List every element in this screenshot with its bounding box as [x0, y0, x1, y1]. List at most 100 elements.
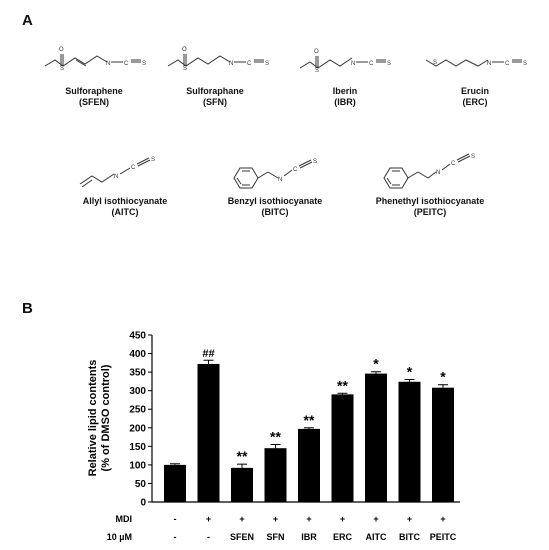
sulforaphane-structure: O S N C S: [167, 47, 269, 72]
molecule-sulforaphene: O S N C S Sulforaphene (SFEN): [34, 40, 154, 108]
molecule-erucin: S N C S Erucin (ERC): [415, 40, 535, 108]
svg-text:S: S: [315, 68, 319, 74]
significance-marker: **: [237, 448, 248, 464]
significance-marker: *: [407, 364, 413, 380]
y-tick-label: 350: [129, 368, 146, 379]
significance-marker: ##: [202, 348, 214, 360]
erucin-structure: S N C S: [425, 59, 527, 67]
molecule-allyl-isothiocyanate: N C S Allyl isothiocyanate (AITC): [60, 150, 190, 218]
row-label-mdi: MDI: [116, 514, 133, 524]
svg-text:S: S: [433, 60, 437, 66]
molecule-sulforaphane: O S N C S Sulforaphane (SFN): [155, 40, 275, 108]
svg-text:S: S: [142, 61, 146, 67]
compound-name: Sulforaphane: [186, 86, 244, 96]
panel-b-label: B: [22, 300, 33, 317]
compound-name: Erucin: [460, 86, 489, 96]
bar-aitc: [365, 373, 387, 502]
y-tick-label: 200: [129, 423, 146, 434]
svg-text:C: C: [293, 167, 298, 173]
svg-text:C: C: [451, 161, 456, 167]
mdi-sign: +: [306, 514, 311, 524]
compound-name: Benzyl isothiocyanate: [227, 196, 323, 206]
treatment-label: SFN: [267, 532, 285, 542]
significance-marker: **: [304, 412, 315, 428]
mdi-sign: +: [407, 514, 412, 524]
compound-abbr: (BITC): [261, 207, 289, 217]
mdi-sign: +: [440, 514, 445, 524]
compound-abbr: (IBR): [334, 97, 356, 107]
treatment-label: -: [207, 532, 210, 542]
svg-text:C: C: [369, 61, 374, 67]
svg-text:S: S: [151, 157, 155, 163]
svg-text:N: N: [114, 174, 118, 180]
bars: ##********* * *: [164, 348, 454, 502]
bar-peitc: [432, 387, 454, 502]
bar-mdi-only: [197, 363, 220, 502]
svg-text:N: N: [106, 61, 110, 67]
svg-text:C: C: [505, 61, 510, 67]
panel-a-label: A: [22, 12, 33, 29]
svg-text:C: C: [131, 165, 136, 171]
svg-text:C: C: [247, 61, 252, 67]
mdi-sign: +: [273, 514, 278, 524]
y-tick-label: 400: [129, 349, 146, 360]
bar-ibr: [298, 428, 320, 502]
x-labels: - - + - + SFEN + SFN + IBR + ERC + AITC + BITC + PEITC MDI…: [107, 514, 457, 542]
svg-text:N: N: [487, 61, 491, 67]
mdi-sign: -: [174, 514, 177, 524]
svg-text:O: O: [59, 47, 64, 53]
molecule-iberin: O S N C S Iberin (IBR): [285, 40, 405, 108]
svg-text:S: S: [265, 61, 269, 67]
compound-name: Allyl isothiocyanate: [82, 196, 168, 206]
bar-control: [164, 464, 186, 502]
significance-marker: **: [337, 377, 348, 393]
y-axis-label-line2: (% of DMSO control): [100, 364, 112, 471]
svg-text:S: S: [471, 154, 475, 160]
y-axis-label-line1: Relative lipid contents: [87, 360, 99, 477]
treatment-label: SFEN: [230, 532, 254, 542]
svg-text:S: S: [60, 66, 64, 72]
y-tick-label: 300: [129, 386, 146, 397]
bar-sfen: [231, 467, 253, 502]
molecule-phenethyl-isothiocyanate: N C S Phenethyl isothiocyanate (PEITC): [360, 150, 500, 218]
y-tick-label: 100: [129, 460, 146, 471]
significance-marker: *: [440, 369, 446, 385]
svg-text:N: N: [436, 170, 440, 176]
treatment-label: -: [174, 532, 177, 542]
svg-text:N: N: [278, 177, 282, 183]
molecule-benzyl-isothiocyanate: N C S Benzyl isothiocyanate (BITC): [210, 150, 340, 218]
y-tick-label: 450: [129, 331, 146, 342]
bitc-structure: N C S: [233, 159, 317, 189]
significance-marker: **: [270, 428, 281, 444]
treatment-label: ERC: [333, 532, 353, 542]
peitc-structure: N C S: [383, 153, 475, 189]
treatment-label: IBR: [301, 532, 317, 542]
treatment-label: PEITC: [430, 532, 457, 542]
svg-text:C: C: [124, 61, 129, 67]
svg-text:O: O: [314, 49, 319, 55]
y-tick-label: 150: [129, 442, 146, 453]
treatment-label: BITC: [399, 532, 420, 542]
svg-text:S: S: [387, 61, 391, 67]
bar-sfn: [264, 448, 287, 502]
treatment-label: AITC: [366, 532, 387, 542]
significance-marker: *: [373, 356, 379, 372]
mdi-sign: +: [206, 514, 211, 524]
svg-text:S: S: [313, 159, 317, 165]
iberin-structure: O S N C S: [299, 49, 391, 74]
compound-abbr: (SFEN): [79, 97, 109, 107]
compound-abbr: (AITC): [111, 207, 139, 217]
compound-name: Sulforaphene: [65, 86, 123, 96]
bar-bitc: [398, 381, 421, 502]
mdi-sign: +: [239, 514, 244, 524]
sulforaphene-structure: O S N C S: [44, 47, 146, 72]
svg-text:S: S: [523, 61, 527, 67]
y-tick-label: 250: [129, 405, 146, 416]
svg-text:O: O: [182, 47, 187, 53]
compound-name: Phenethyl isothiocyanate: [375, 196, 485, 206]
svg-text:N: N: [229, 61, 233, 67]
svg-text:N: N: [351, 61, 355, 67]
y-tick-label: 0: [140, 498, 146, 509]
bar-erc: [331, 394, 354, 502]
